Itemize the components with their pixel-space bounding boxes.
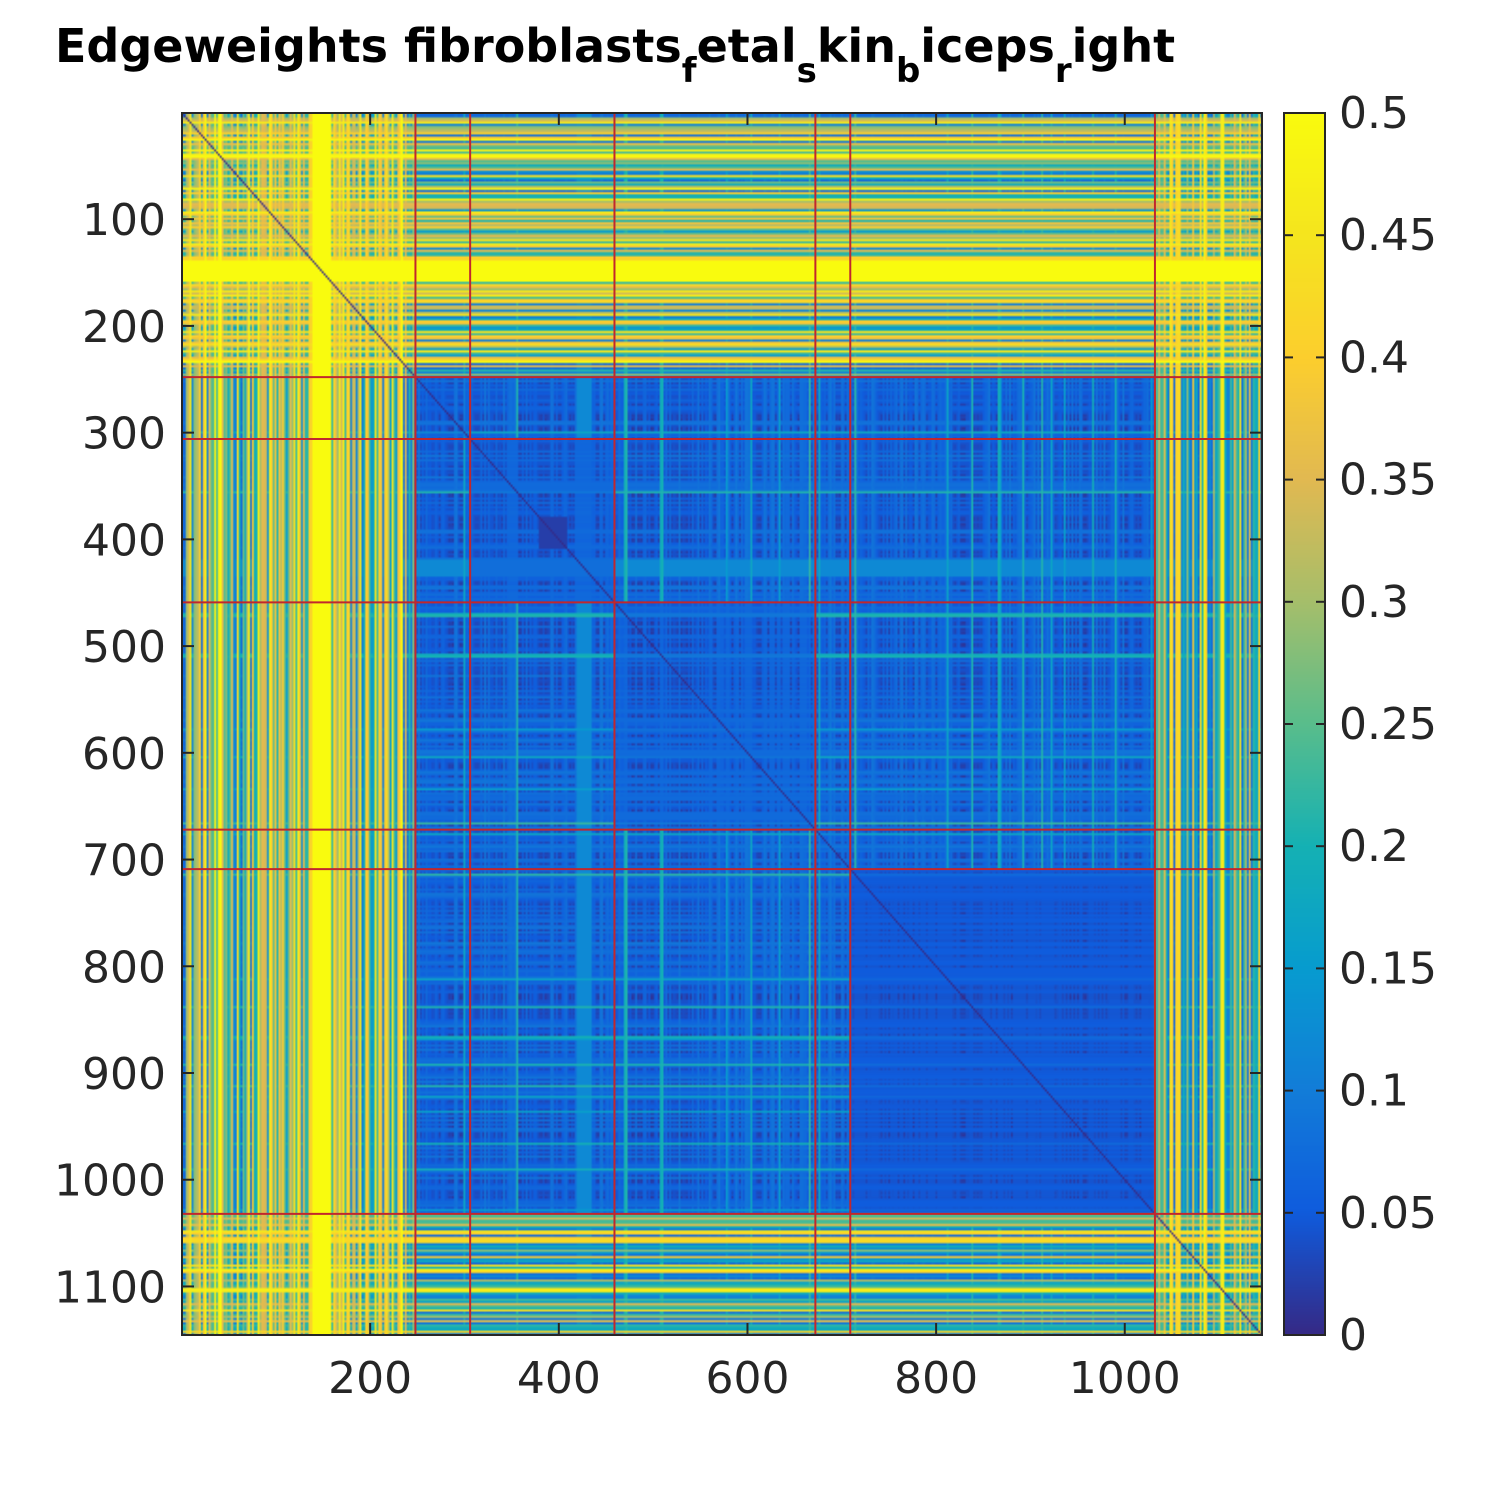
title-segment: etal — [697, 19, 797, 73]
colorbar-ticks: 0 0.05 0.1 0.15 0.2 0.25 0.3 0.35 0.4 0.45 0.5 — [1284, 88, 1437, 1361]
x-tick-label: 1000 — [1069, 1353, 1181, 1404]
x-tick-label: 200 — [328, 1353, 412, 1404]
y-tick-label: 100 — [82, 195, 166, 246]
y-tick-label: 1100 — [54, 1262, 166, 1313]
colorbar-tick-label: 0.4 — [1339, 332, 1409, 383]
y-tick-label: 600 — [82, 729, 166, 780]
colorbar: 0 0.05 0.1 0.15 0.2 0.25 0.3 0.35 0.4 0.45 0.5 — [1283, 88, 1437, 1361]
y-tick-label: 700 — [82, 836, 166, 887]
colorbar-tick-label: 0.5 — [1339, 88, 1409, 139]
colorbar-tick-label: 0 — [1339, 1310, 1367, 1361]
y-tick-label: 500 — [82, 622, 166, 673]
title-subscript: f — [682, 51, 698, 91]
cluster-boundary-lines — [182, 113, 1262, 1335]
x-axis: 200 400 600 800 1000 — [328, 113, 1181, 1404]
title-segment: iceps — [920, 19, 1055, 73]
colorbar-tick-label: 0.25 — [1339, 699, 1437, 750]
plot-frame — [181, 112, 1263, 1336]
x-tick-label: 600 — [705, 1353, 789, 1404]
title-segment: kin — [817, 19, 896, 73]
y-tick-label: 300 — [82, 409, 166, 460]
colorbar-tick-label: 0.2 — [1339, 821, 1409, 872]
colorbar-tick-label: 0.15 — [1339, 943, 1437, 994]
y-tick-label: 200 — [82, 302, 166, 353]
colorbar-tick-label: 0.1 — [1339, 1066, 1409, 1117]
y-tick-label: 1000 — [54, 1156, 166, 1207]
colorbar-tick-label: 0.3 — [1339, 577, 1409, 628]
colorbar-tick-label: 0.05 — [1339, 1188, 1437, 1239]
y-axis: 100 200 300 400 500 600 700 800 900 1000 1100 — [54, 195, 1262, 1313]
colorbar-tick-label: 0.35 — [1339, 455, 1437, 506]
chart-title: Edgeweights fibroblastsfetalskinbicepsri… — [55, 19, 1175, 91]
heatmap-image — [182, 113, 1262, 1335]
heatmap-plot-area — [181, 112, 1263, 1336]
y-tick-label: 400 — [82, 515, 166, 566]
x-tick-label: 800 — [894, 1353, 978, 1404]
title-segment: Edgeweights fibroblasts — [55, 19, 682, 73]
x-tick-label: 400 — [517, 1353, 601, 1404]
colorbar-tick-label: 0.45 — [1339, 210, 1437, 261]
title-segment: ight — [1072, 19, 1175, 73]
title-subscript: b — [896, 51, 920, 91]
title-subscript: r — [1055, 51, 1072, 91]
y-tick-label: 800 — [82, 942, 166, 993]
title-subscript: s — [797, 51, 817, 91]
y-tick-label: 900 — [82, 1049, 166, 1100]
